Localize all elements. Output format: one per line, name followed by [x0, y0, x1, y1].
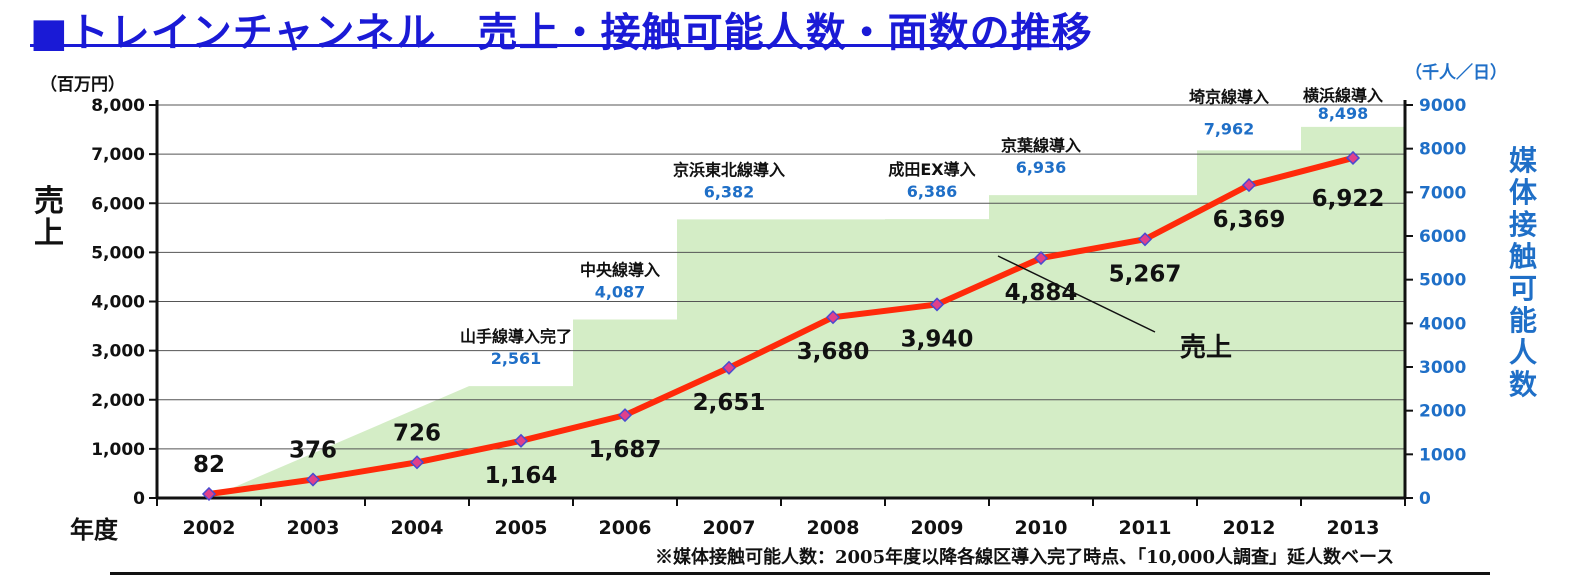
sales-data-label: 3,940: [901, 326, 974, 352]
annotation-value: 2,561: [491, 349, 542, 368]
left-tick-label: 4,000: [91, 293, 145, 313]
contact-reach-area: [209, 126, 1405, 499]
annotation-label: 埼京線導入: [1189, 87, 1269, 106]
right-tick-label: 4000: [1419, 314, 1466, 334]
right-tick-label: 0: [1419, 489, 1431, 509]
annotation-value: 6,382: [704, 182, 755, 201]
sales-point: [409, 455, 425, 470]
x-tick-label: 2011: [1119, 517, 1172, 539]
right-tick-label: 1000: [1419, 445, 1466, 465]
left-tick-label: 7,000: [91, 145, 145, 165]
left-tick-label: 6,000: [91, 194, 145, 214]
left-tick-label: 1,000: [91, 440, 145, 460]
sales-point: [721, 360, 737, 375]
annotation-label: 京葉線導入: [1001, 136, 1081, 155]
sales-callout-leader: [997, 255, 1156, 333]
left-axis-unit: （百万円）: [40, 75, 125, 95]
left-tick-label: 2,000: [91, 391, 145, 411]
page-title: ■トレインチャンネル 売上・接触可能人数・面数の推移: [30, 10, 1093, 56]
sales-line: [208, 155, 1354, 497]
sales-data-label: 6,369: [1213, 207, 1286, 233]
sales-point: [1033, 251, 1049, 266]
sales-point: [513, 433, 529, 448]
sales-data-label: 6,922: [1312, 186, 1385, 212]
sales-data-label: 376: [289, 438, 337, 464]
right-axis-title: 媒体接触可能人数: [1508, 144, 1537, 401]
annotation-label: 横浜線導入: [1303, 86, 1383, 105]
x-tick-label: 2008: [807, 517, 860, 539]
annotation-label: 京浜東北線導入: [673, 160, 785, 179]
sales-data-label: 5,267: [1109, 261, 1182, 287]
right-tick-label: 5000: [1419, 271, 1466, 291]
x-tick-label: 2005: [495, 517, 548, 539]
right-tick-label: 3000: [1419, 358, 1466, 378]
annotation-value: 4,087: [595, 283, 646, 302]
right-tick-label: 9000: [1419, 96, 1466, 116]
left-tick-label: 8,000: [91, 96, 145, 116]
x-tick-label: 2009: [911, 517, 964, 539]
x-tick-label: 2013: [1327, 517, 1380, 539]
x-tick-label: 2007: [703, 517, 756, 539]
annotation-label: 山手線導入完了: [460, 327, 572, 346]
sales-point: [1137, 232, 1153, 247]
right-tick-label: 2000: [1419, 402, 1466, 422]
right-tick-label: 8000: [1419, 140, 1466, 160]
x-tick-label: 2006: [599, 517, 652, 539]
annotation-value: 8,498: [1318, 104, 1369, 123]
right-tick-label: 6000: [1419, 227, 1466, 247]
sales-data-label: 2,651: [693, 390, 766, 416]
sales-data-label: 1,164: [485, 463, 558, 489]
sales-point: [617, 408, 633, 423]
sales-data-label: 82: [193, 452, 225, 478]
x-tick-label: 2012: [1223, 517, 1276, 539]
left-tick-label: 0: [133, 489, 145, 509]
footnote: ※媒体接触可能人数：2005年度以降各線区導入完了時点、「10,000人調査」延…: [655, 547, 1395, 568]
sales-point: [929, 297, 945, 312]
x-tick-label: 2003: [287, 517, 340, 539]
sales-point: [825, 310, 841, 325]
sales-data-label: 3,680: [797, 339, 870, 365]
title-underline: [30, 44, 1070, 47]
annotation-value: 7,962: [1204, 119, 1255, 138]
sales-point: [305, 472, 321, 487]
sales-point: [1345, 150, 1361, 166]
right-axis-unit: （千人／日）: [1405, 63, 1507, 83]
sales-data-label: 1,687: [589, 437, 662, 463]
left-tick-label: 5,000: [91, 243, 145, 263]
sales-point: [1241, 178, 1257, 193]
sales-data-label: 4,884: [1005, 280, 1078, 306]
sales-point: [201, 486, 217, 502]
left-tick-label: 3,000: [91, 342, 145, 362]
sales-data-label: 726: [393, 420, 441, 446]
annotation-value: 6,936: [1016, 158, 1067, 177]
x-tick-label: 2010: [1015, 517, 1068, 539]
x-axis-title: 年度: [70, 516, 118, 544]
x-tick-label: 2002: [183, 517, 236, 539]
right-tick-label: 7000: [1419, 183, 1466, 203]
annotation-value: 6,386: [907, 182, 958, 201]
x-tick-label: 2004: [391, 517, 444, 539]
bottom-rule: [110, 572, 1490, 575]
annotation-label: 成田EX導入: [888, 160, 975, 179]
sales-callout: 売上: [1180, 333, 1232, 363]
annotation-label: 中央線導入: [580, 261, 660, 280]
left-axis-title: 売上: [34, 184, 64, 251]
